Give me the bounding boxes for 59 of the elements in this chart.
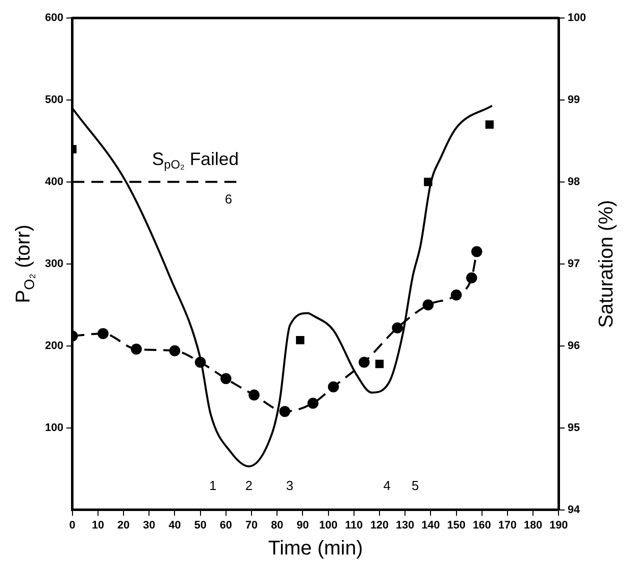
y-tick-label: 400 bbox=[44, 176, 64, 188]
x-tick-label: 190 bbox=[549, 519, 568, 532]
point bbox=[296, 336, 304, 344]
x-tick-label: 70 bbox=[245, 519, 258, 532]
y-tick-label: 300 bbox=[44, 258, 64, 270]
y2-tick-label: 97 bbox=[568, 258, 580, 270]
x-tick-label: 30 bbox=[143, 519, 156, 532]
x-tick-label: 100 bbox=[319, 519, 338, 532]
x-tick-label: 120 bbox=[370, 519, 389, 532]
x-tick-label: 20 bbox=[117, 519, 130, 532]
x-tick-label: 10 bbox=[92, 519, 104, 532]
x-tick-label: 80 bbox=[270, 519, 284, 532]
x-tick-label: 90 bbox=[296, 519, 309, 532]
x-tick-label: 160 bbox=[472, 519, 492, 532]
y2-tick-label: 98 bbox=[568, 176, 580, 188]
x-tick-label: 170 bbox=[498, 519, 517, 532]
point bbox=[307, 398, 318, 409]
x-tick-label: 140 bbox=[421, 519, 440, 532]
y2-tick-label: 94 bbox=[568, 504, 581, 516]
y-tick-label: 600 bbox=[44, 12, 64, 24]
annotation: 3 bbox=[286, 478, 294, 493]
x-tick-label: 150 bbox=[447, 519, 466, 532]
point bbox=[358, 356, 370, 368]
point bbox=[392, 322, 403, 334]
x-tick-label: 0 bbox=[69, 519, 76, 532]
point bbox=[279, 406, 290, 417]
point bbox=[375, 360, 384, 368]
point bbox=[98, 328, 109, 340]
y2-tick-label: 100 bbox=[568, 12, 586, 24]
y-axis-title: PO₂ (torr) bbox=[12, 224, 37, 304]
point bbox=[328, 381, 339, 392]
point bbox=[248, 390, 260, 401]
point bbox=[450, 290, 462, 301]
x-tick-label: 180 bbox=[524, 519, 542, 532]
x-tick-label: 110 bbox=[345, 519, 363, 532]
point bbox=[422, 299, 434, 310]
x-tick-label: 40 bbox=[168, 519, 181, 532]
x-tick-label: 130 bbox=[396, 519, 414, 532]
point bbox=[466, 272, 478, 284]
x-tick-label: 50 bbox=[194, 519, 206, 532]
annotation: 1 bbox=[209, 478, 217, 493]
point bbox=[471, 246, 482, 258]
y2-tick-label: 96 bbox=[568, 340, 580, 352]
y2-axis-title: Saturation (%) bbox=[596, 200, 618, 328]
y2-tick-label: 99 bbox=[568, 94, 580, 106]
y-tick-label: 500 bbox=[44, 94, 64, 106]
annotation: 6 bbox=[224, 192, 232, 207]
y-tick-label: 200 bbox=[44, 340, 64, 352]
point bbox=[220, 373, 232, 384]
x-tick-label: 60 bbox=[220, 519, 232, 532]
y-tick-label: 100 bbox=[44, 422, 64, 434]
y2-tick-label: 95 bbox=[568, 422, 580, 434]
point bbox=[130, 344, 142, 355]
annotation: 2 bbox=[245, 478, 252, 493]
point bbox=[485, 120, 494, 129]
annotation: 4 bbox=[383, 478, 391, 493]
x-axis-title: Time (min) bbox=[268, 538, 363, 560]
annotation: 5 bbox=[412, 478, 419, 493]
point bbox=[169, 345, 180, 356]
